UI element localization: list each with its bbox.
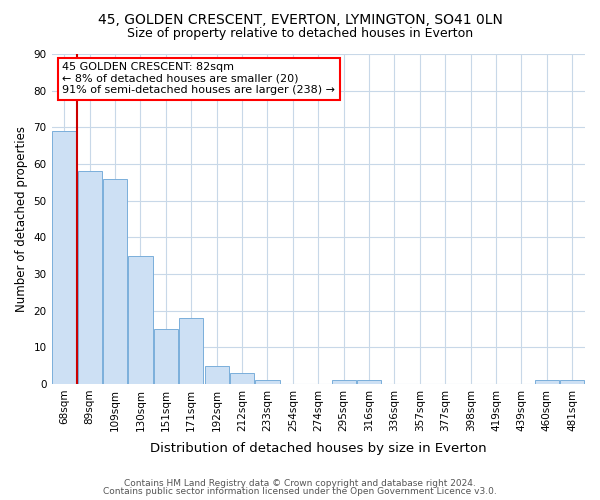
Bar (179, 318, 203, 384)
Bar (205, 366, 229, 384)
Bar (256, 380, 280, 384)
Text: 45, GOLDEN CRESCENT, EVERTON, LYMINGTON, SO41 0LN: 45, GOLDEN CRESCENT, EVERTON, LYMINGTON,… (98, 12, 502, 26)
Bar (332, 380, 356, 384)
Text: Size of property relative to detached houses in Everton: Size of property relative to detached ho… (127, 28, 473, 40)
Y-axis label: Number of detached properties: Number of detached properties (15, 126, 28, 312)
Bar (535, 380, 559, 384)
Bar (103, 178, 127, 384)
Text: Contains public sector information licensed under the Open Government Licence v3: Contains public sector information licen… (103, 487, 497, 496)
Bar (230, 373, 254, 384)
Bar (154, 329, 178, 384)
Bar (560, 380, 584, 384)
Text: 45 GOLDEN CRESCENT: 82sqm
← 8% of detached houses are smaller (20)
91% of semi-d: 45 GOLDEN CRESCENT: 82sqm ← 8% of detach… (62, 62, 335, 96)
Bar (128, 256, 152, 384)
Bar (77, 172, 102, 384)
X-axis label: Distribution of detached houses by size in Everton: Distribution of detached houses by size … (150, 442, 487, 455)
Bar (357, 380, 381, 384)
Text: Contains HM Land Registry data © Crown copyright and database right 2024.: Contains HM Land Registry data © Crown c… (124, 478, 476, 488)
Bar (52, 131, 76, 384)
